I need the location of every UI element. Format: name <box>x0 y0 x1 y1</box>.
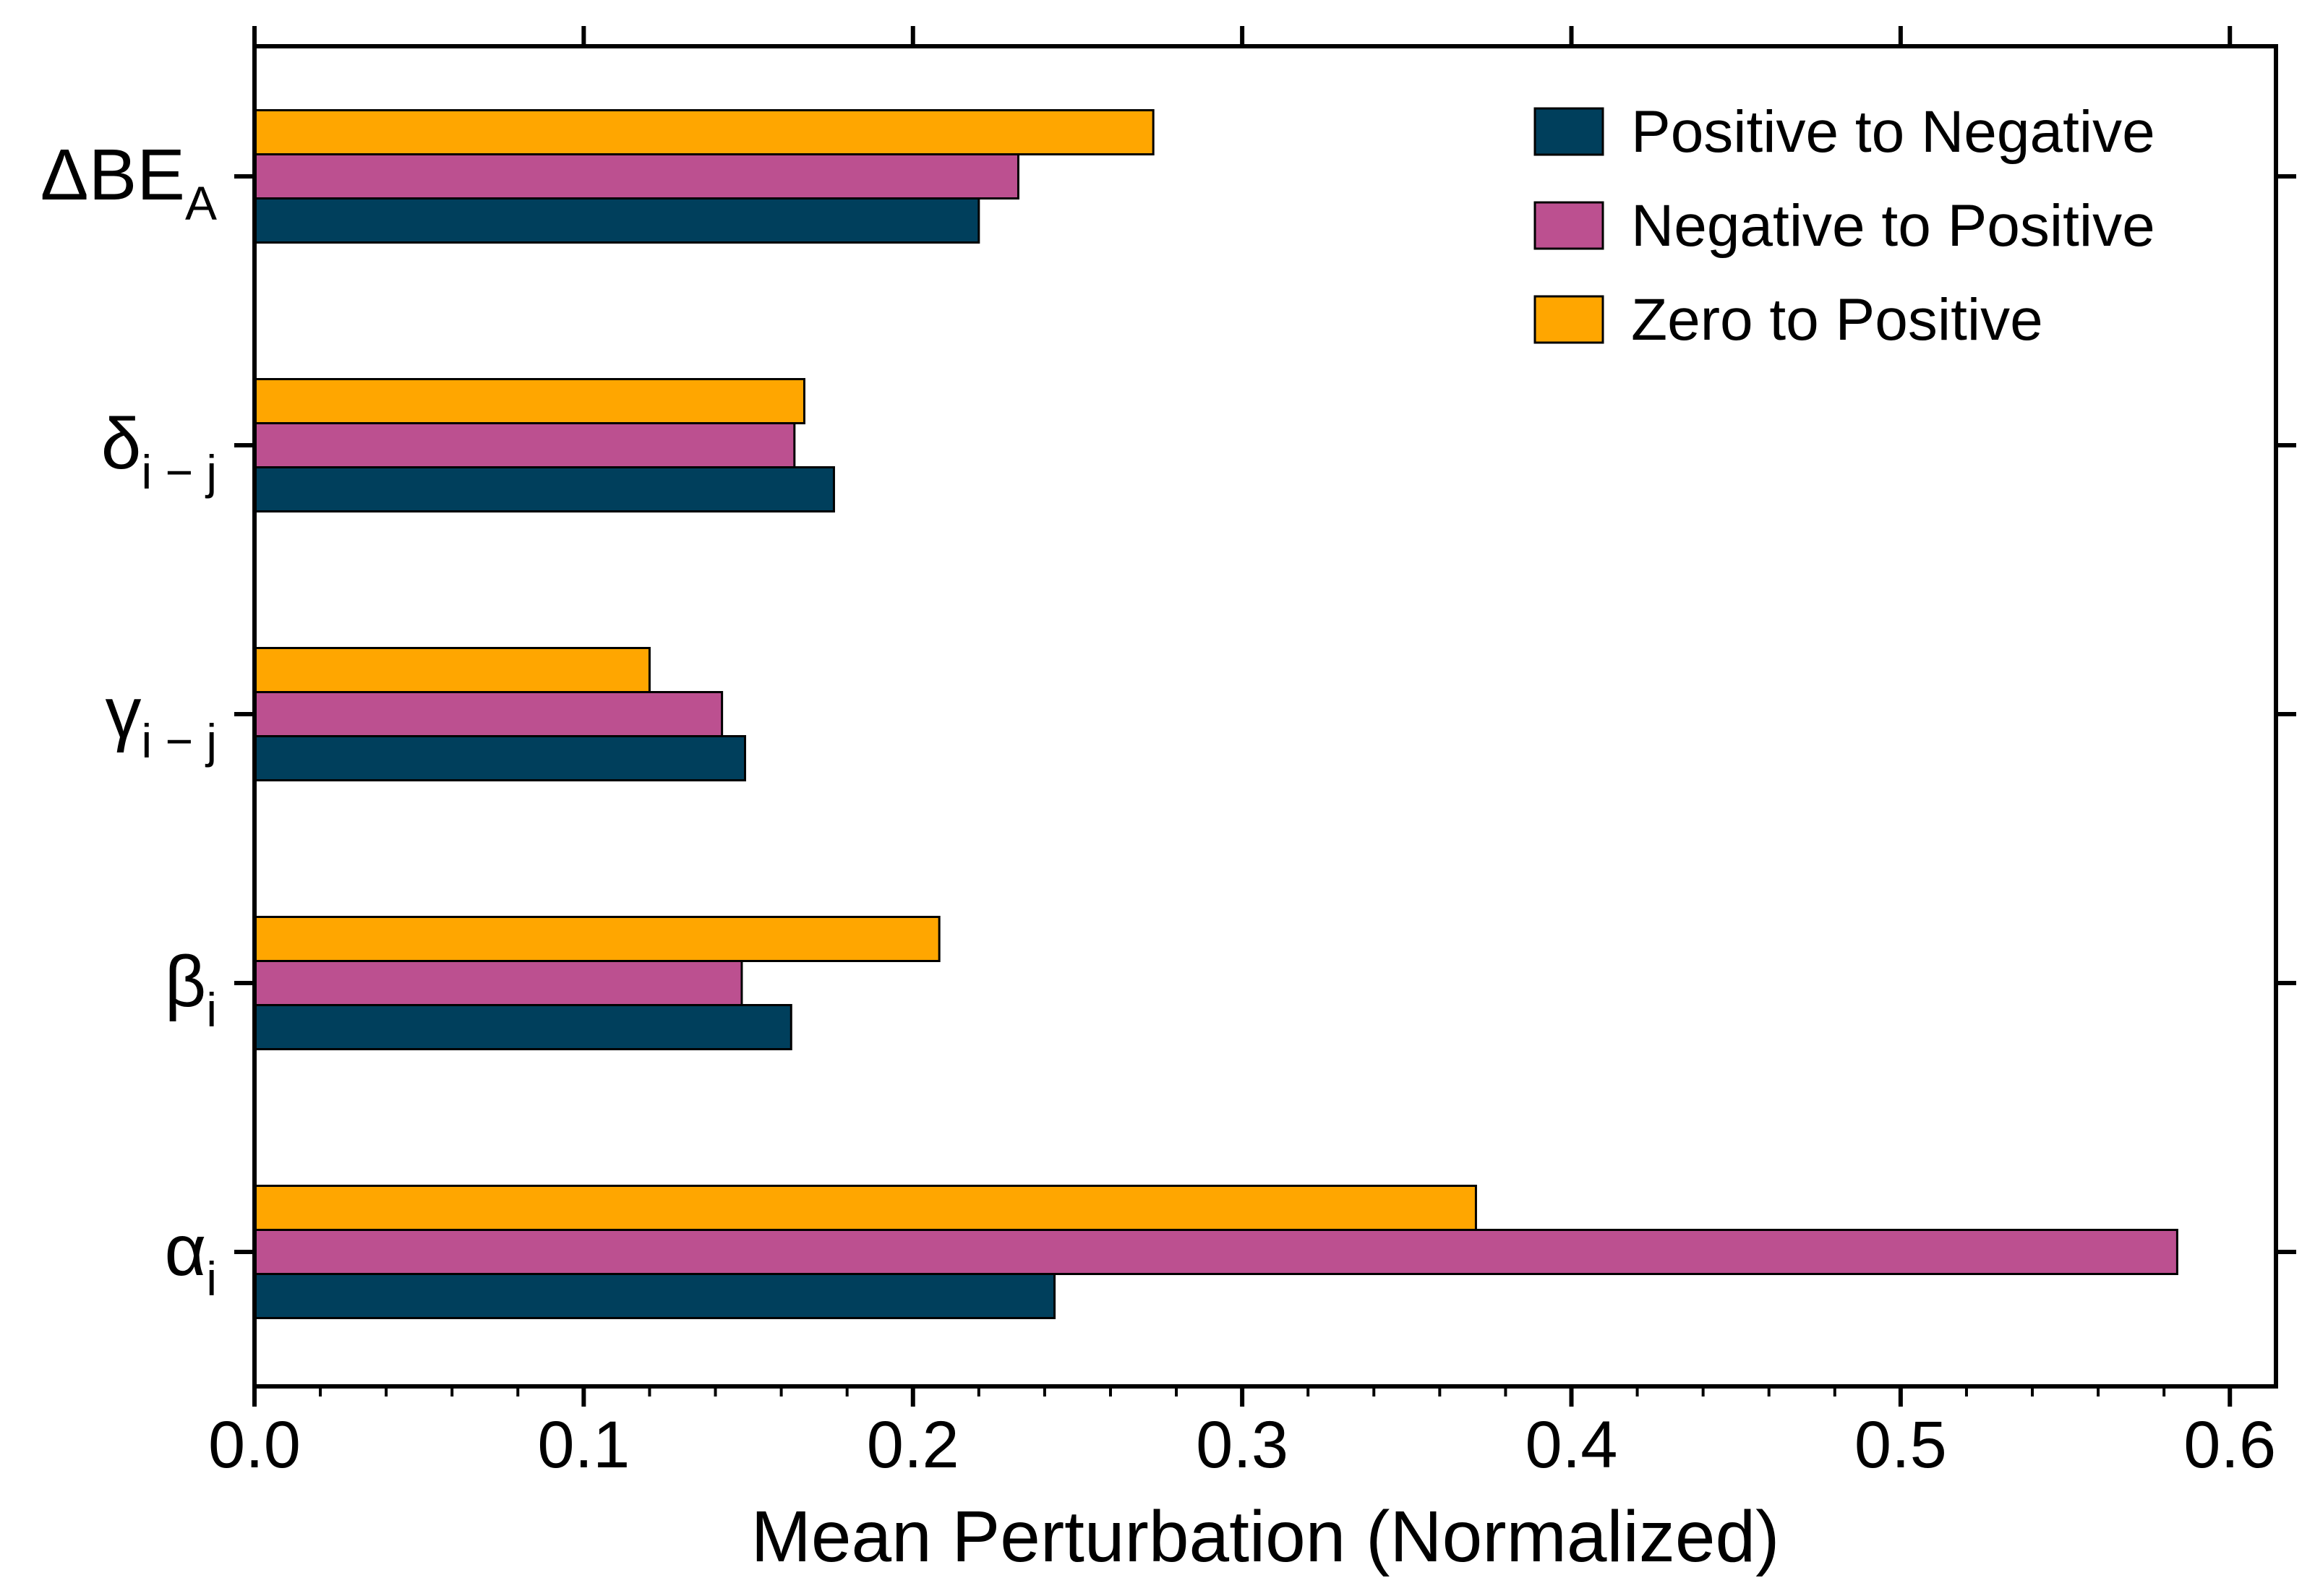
bar-negative-to-positive-3 <box>253 422 796 468</box>
legend-swatch-0 <box>1533 107 1604 156</box>
y-tick-label-0: αi <box>165 1210 217 1305</box>
y-tick-label-1: βi <box>165 941 217 1037</box>
bar-positive-to-negative-3 <box>253 466 835 512</box>
y-tick-label-4: ΔBEA <box>40 134 217 230</box>
x-axis-label: Mean Perturbation (Normalized) <box>751 1496 1780 1577</box>
bar-positive-to-negative-2 <box>253 735 747 781</box>
x-tick-label-6: 0.6 <box>2183 1408 2276 1482</box>
legend: Positive to Negative Negative to Positive… <box>1533 99 2155 353</box>
legend-swatch-2 <box>1533 295 1604 344</box>
y-tick-labels: αi βi γi − j δi − j ΔBEA <box>40 134 217 1305</box>
x-tick-label-1: 0.1 <box>537 1408 630 1482</box>
legend-swatch-1 <box>1533 201 1604 250</box>
y-tick-label-3: δi − j <box>101 403 217 499</box>
legend-label-2: Zero to Positive <box>1631 287 2043 353</box>
bar-positive-to-negative-0 <box>253 1273 1056 1319</box>
bar-zero-to-positive-3 <box>253 378 805 424</box>
bar-negative-to-positive-1 <box>253 960 743 1006</box>
bar-zero-to-positive-2 <box>253 647 651 693</box>
legend-label-1: Negative to Positive <box>1631 193 2155 259</box>
x-tick-label-5: 0.5 <box>1854 1408 1947 1482</box>
bar-zero-to-positive-0 <box>253 1185 1477 1231</box>
bar-negative-to-positive-0 <box>253 1229 2178 1275</box>
bar-positive-to-negative-4 <box>253 197 980 244</box>
x-tick-labels: 0.0 0.1 0.2 0.3 0.4 0.5 0.6 <box>208 1408 2276 1482</box>
x-tick-label-4: 0.4 <box>1525 1408 1618 1482</box>
bar-zero-to-positive-4 <box>253 109 1155 155</box>
bar-positive-to-negative-1 <box>253 1004 792 1050</box>
x-tick-label-0: 0.0 <box>208 1408 301 1482</box>
bar-zero-to-positive-1 <box>253 916 941 962</box>
bar-negative-to-positive-2 <box>253 691 724 737</box>
legend-label-0: Positive to Negative <box>1631 99 2155 165</box>
x-tick-label-2: 0.2 <box>867 1408 959 1482</box>
y-tick-label-2: γi − j <box>105 672 217 768</box>
x-tick-label-3: 0.3 <box>1196 1408 1288 1482</box>
ticks-layer <box>234 26 2296 1407</box>
bar-negative-to-positive-4 <box>253 153 1019 200</box>
bars-layer <box>253 109 2178 1319</box>
